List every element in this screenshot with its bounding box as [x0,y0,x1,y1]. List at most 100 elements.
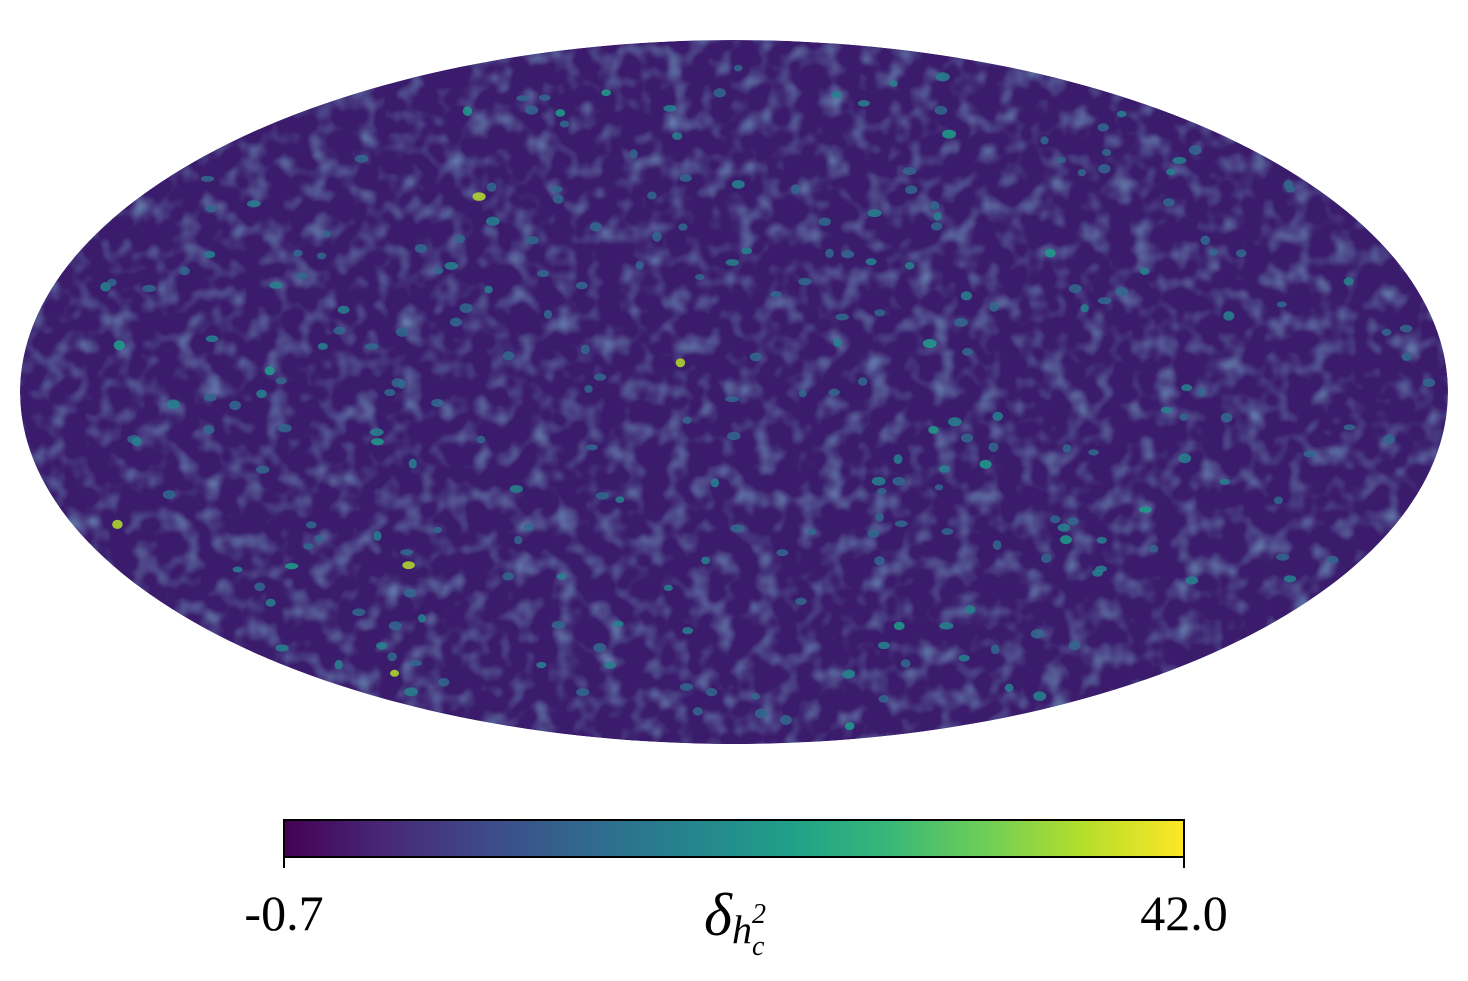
spot [444,261,459,270]
spot [867,209,882,218]
spot [1088,449,1099,456]
spot [877,488,887,495]
spot [979,459,992,469]
spot [1235,249,1247,258]
spot [857,377,868,386]
spot [352,608,366,617]
spot [317,342,328,350]
spot [1080,304,1089,313]
spot [1172,156,1187,164]
spot [1179,413,1189,421]
spot [1057,523,1070,532]
spot [1062,444,1072,453]
spot [798,277,812,286]
spot [604,661,616,669]
spot [1383,434,1396,445]
spot [162,489,176,500]
spot [1399,324,1413,333]
spot [586,444,598,451]
spot [364,343,379,350]
spot [825,248,834,258]
spot [390,669,400,677]
spot [264,366,275,376]
spot [559,120,570,128]
spot [205,204,217,213]
spot [205,335,219,343]
spot [741,247,753,255]
spot [1097,123,1109,132]
spot [835,313,849,321]
spot [905,262,915,270]
spot [928,426,939,434]
spot [725,396,739,403]
spot [1220,412,1233,423]
spot [322,230,331,238]
spot [935,72,950,82]
spot [790,184,800,194]
spot [484,285,493,294]
spot [629,149,638,159]
spot [725,259,740,266]
spot [472,192,486,201]
spot [1285,185,1296,193]
spot [663,584,673,592]
spot [613,620,624,628]
spot [1343,424,1356,431]
spot [795,597,807,605]
spot [524,522,534,532]
spot [1163,198,1175,207]
label-subscript-sub: c [752,931,765,962]
spot [960,433,974,443]
spot [314,534,324,542]
spot [142,284,156,293]
spot [254,582,266,592]
spot [551,620,566,630]
spot [200,175,215,182]
spot [278,424,292,433]
spot [432,526,442,534]
spot [1044,248,1056,258]
spot [1139,267,1150,275]
spot [502,351,515,361]
spot [798,389,807,398]
spot [675,358,686,368]
spot [1166,168,1176,176]
spot [941,528,954,535]
spot [1181,384,1193,392]
spot [303,543,314,550]
spot [900,659,911,668]
spot [305,521,317,529]
spot [875,512,885,522]
spot [434,267,444,275]
spot [454,234,466,244]
spot [246,200,261,208]
spot [992,540,1002,550]
spot [730,524,745,533]
spot [387,652,397,662]
spot [1057,157,1066,164]
spot [1050,515,1061,524]
spot [713,88,726,98]
spot [877,641,890,650]
spot [905,185,918,195]
spot [833,337,842,347]
spot [818,217,831,226]
spot [841,670,855,679]
label-symbol: δ [704,882,733,948]
spot [663,105,677,112]
spot [1068,284,1082,294]
spot [948,417,962,427]
spot [1276,553,1290,561]
spot [1327,555,1339,564]
spot [1381,328,1392,336]
spot [1101,148,1112,157]
spot [807,528,817,535]
spot [265,598,276,607]
spot [780,715,792,725]
spot [295,272,309,280]
spot [388,621,402,631]
colorbar-axis: -0.7 42.0 [244,857,1228,941]
spot [828,388,840,396]
spot [878,694,889,703]
spot [601,89,611,97]
